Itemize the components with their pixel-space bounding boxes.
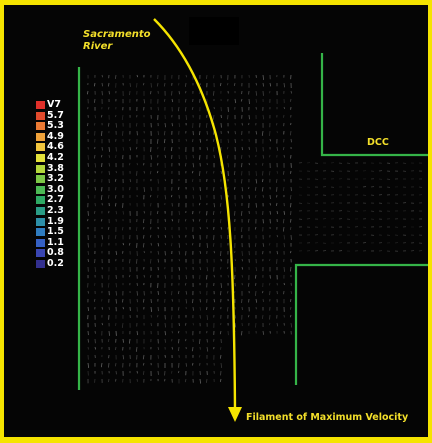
river-label-line-1: Sacramento <box>83 29 151 40</box>
velocity-field-layer <box>77 17 428 422</box>
velocity-vectors <box>86 74 423 384</box>
legend-swatch <box>36 175 45 184</box>
legend-label: 5.3 <box>47 120 64 132</box>
legend-swatch <box>36 154 45 162</box>
river-label: Sacramento River <box>83 29 151 53</box>
river-label-line-2: River <box>83 41 113 52</box>
legend-label: V7 <box>47 99 61 110</box>
legend-swatch <box>36 111 45 120</box>
legend-swatch <box>36 260 45 268</box>
legend-swatch <box>36 238 45 247</box>
legend-label: 3.2 <box>47 173 64 185</box>
dcc-north-bank <box>320 53 428 157</box>
flow-field-canvas: Sacramento River DCC Filament of Maximum… <box>4 5 428 437</box>
legend-label: 3.8 <box>47 162 64 174</box>
legend-label: 5.7 <box>47 109 64 121</box>
legend-swatch <box>36 143 45 152</box>
redaction-box <box>189 17 239 45</box>
filament-label: Filament of Maximum Velocity <box>246 412 409 423</box>
dcc-label: DCC <box>367 137 389 148</box>
legend-label: 0.2 <box>47 258 64 269</box>
filament-arrowhead <box>228 407 242 422</box>
legend-swatch <box>36 132 45 141</box>
legend-label: 4.6 <box>47 141 64 153</box>
legend-label: 1.9 <box>47 215 64 227</box>
legend-swatch <box>36 207 45 215</box>
legend-label: 4.2 <box>47 152 64 163</box>
legend-swatch <box>36 217 45 226</box>
legend-label: 1.1 <box>47 236 64 248</box>
legend-swatch <box>36 249 45 258</box>
filament-path <box>153 18 237 411</box>
legend-label: 3.0 <box>47 183 64 195</box>
dcc-south-bank <box>294 263 428 385</box>
legend-swatch <box>36 185 45 194</box>
legend-swatch <box>36 228 45 237</box>
legend-swatch <box>36 196 45 205</box>
legend-swatch <box>36 164 45 173</box>
legend-label: 0.8 <box>47 247 64 259</box>
legend-label: 4.9 <box>47 130 64 142</box>
legend-label: 2.7 <box>47 194 64 206</box>
legend-label: 1.5 <box>47 226 64 238</box>
legend-label: 2.3 <box>47 205 64 216</box>
legend-swatch <box>36 122 45 131</box>
legend-swatch <box>36 101 45 109</box>
